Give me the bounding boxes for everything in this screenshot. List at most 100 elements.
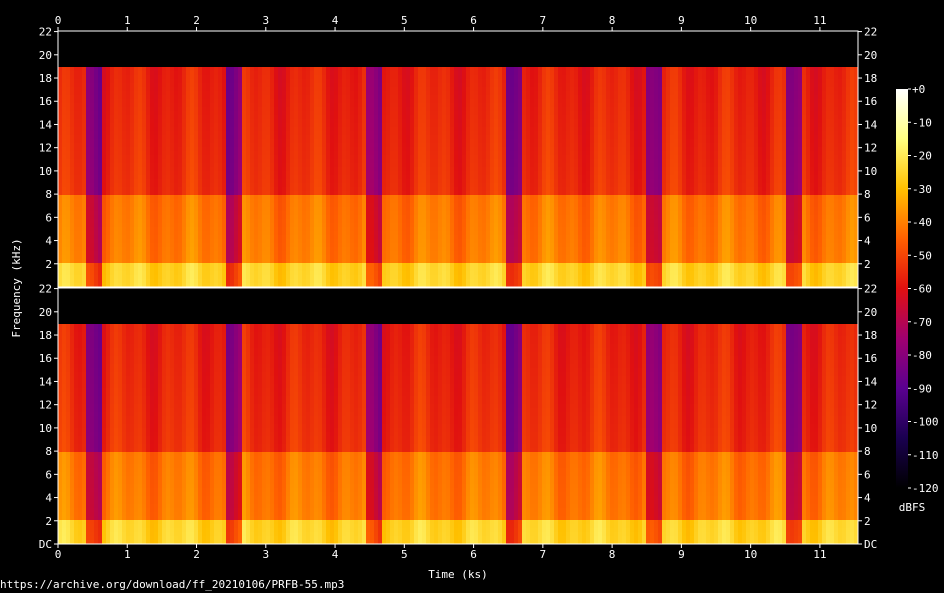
heatmap-cell xyxy=(310,263,314,267)
heatmap-cell xyxy=(334,79,338,83)
heatmap-cell xyxy=(218,251,222,255)
heatmap-cell xyxy=(82,131,86,135)
heatmap-cell xyxy=(322,111,326,115)
heatmap-cell xyxy=(150,175,154,179)
heatmap-cell xyxy=(254,239,258,243)
heatmap-cell xyxy=(326,59,330,63)
heatmap-cell xyxy=(326,111,330,115)
heatmap-cell xyxy=(178,39,182,43)
heatmap-cell xyxy=(334,211,338,215)
heatmap-cell xyxy=(102,67,106,71)
heatmap-cell xyxy=(182,267,186,271)
heatmap-cell xyxy=(266,243,270,247)
heatmap-cell xyxy=(110,47,114,51)
heatmap-cell xyxy=(70,131,74,135)
heatmap-cell xyxy=(82,147,86,151)
heatmap-cell xyxy=(274,163,278,167)
heatmap-cell xyxy=(174,43,178,47)
heatmap-cell xyxy=(218,67,222,71)
heatmap-cell xyxy=(254,207,258,211)
heatmap-cell xyxy=(118,139,122,143)
heatmap-cell xyxy=(182,179,186,183)
heatmap-cell xyxy=(86,227,90,231)
heatmap-cell xyxy=(122,187,126,191)
heatmap-cell xyxy=(258,263,262,267)
heatmap-cell xyxy=(62,271,66,275)
heatmap-cell xyxy=(334,131,338,135)
heatmap-cell xyxy=(178,135,182,139)
heatmap-cell xyxy=(198,111,202,115)
heatmap-cell xyxy=(338,255,342,259)
heatmap-cell xyxy=(170,83,174,87)
heatmap-cell xyxy=(262,215,266,219)
heatmap-cell xyxy=(202,227,206,231)
heatmap-cell xyxy=(150,79,154,83)
heatmap-cell xyxy=(302,75,306,79)
heatmap-cell xyxy=(318,51,322,55)
heatmap-cell xyxy=(306,43,310,47)
heatmap-cell xyxy=(174,271,178,275)
heatmap-cell xyxy=(230,35,234,39)
heatmap-cell xyxy=(250,119,254,123)
heatmap-cell xyxy=(78,151,82,155)
heatmap-cell xyxy=(238,171,242,175)
heatmap-cell xyxy=(330,159,334,163)
heatmap-cell xyxy=(270,235,274,239)
heatmap-cell xyxy=(118,239,122,243)
heatmap-cell xyxy=(174,179,178,183)
heatmap-cell xyxy=(302,167,306,171)
heatmap-cell xyxy=(126,175,130,179)
heatmap-cell xyxy=(94,271,98,275)
heatmap-cell xyxy=(218,31,222,35)
heatmap-cell xyxy=(214,231,218,235)
heatmap-cell xyxy=(234,247,238,251)
heatmap-cell xyxy=(202,67,206,71)
heatmap-cell xyxy=(326,91,330,95)
heatmap-cell xyxy=(334,47,338,51)
heatmap-cell xyxy=(94,83,98,87)
heatmap-cell xyxy=(126,35,130,39)
heatmap-cell xyxy=(338,243,342,247)
heatmap-cell xyxy=(322,247,326,251)
heatmap-cell xyxy=(330,135,334,139)
heatmap-cell xyxy=(278,279,282,283)
heatmap-cell xyxy=(318,163,322,167)
heatmap-cell xyxy=(330,83,334,87)
heatmap-cell xyxy=(98,231,102,235)
heatmap-cell xyxy=(234,119,238,123)
heatmap-cell xyxy=(106,251,110,255)
heatmap-cell xyxy=(310,179,314,183)
heatmap-cell xyxy=(194,35,198,39)
heatmap-cell xyxy=(150,255,154,259)
heatmap-cell xyxy=(154,279,158,283)
heatmap-cell xyxy=(154,135,158,139)
heatmap-cell xyxy=(250,71,254,75)
heatmap-cell xyxy=(222,35,226,39)
heatmap-cell xyxy=(146,75,150,79)
heatmap-cell xyxy=(158,235,162,239)
heatmap-cell xyxy=(358,79,362,83)
heatmap-cell xyxy=(334,143,338,147)
heatmap-cell xyxy=(66,203,70,207)
heatmap-cell xyxy=(102,119,106,123)
heatmap-cell xyxy=(206,203,210,207)
heatmap-cell xyxy=(58,99,62,103)
heatmap-cell xyxy=(174,163,178,167)
heatmap-cell xyxy=(110,203,114,207)
heatmap-cell xyxy=(182,259,186,263)
heatmap-cell xyxy=(306,55,310,59)
heatmap-cell xyxy=(258,215,262,219)
heatmap-cell xyxy=(338,119,342,123)
heatmap-cell xyxy=(362,183,366,187)
heatmap-cell xyxy=(66,39,70,43)
heatmap-cell xyxy=(90,187,94,191)
heatmap-cell xyxy=(322,103,326,107)
heatmap-cell xyxy=(286,67,290,71)
heatmap-cell xyxy=(262,267,266,271)
heatmap-cell xyxy=(338,171,342,175)
heatmap-cell xyxy=(194,103,198,107)
heatmap-cell xyxy=(266,255,270,259)
heatmap-cell xyxy=(98,31,102,35)
heatmap-cell xyxy=(246,107,250,111)
heatmap-cell xyxy=(150,243,154,247)
